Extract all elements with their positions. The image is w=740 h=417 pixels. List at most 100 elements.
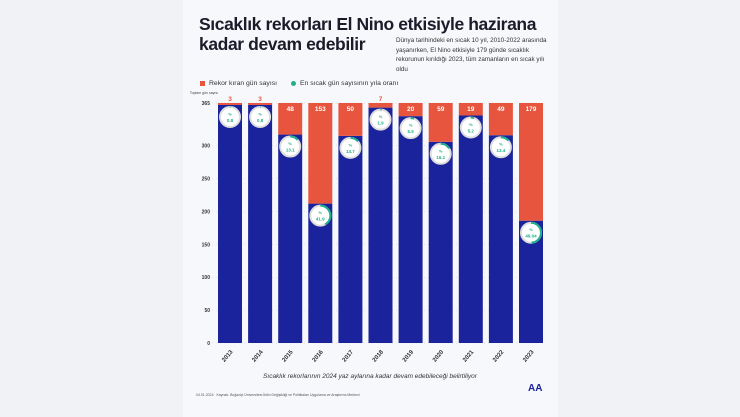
- ratio-label: 13.4: [497, 148, 506, 153]
- bar-normal-days: [248, 104, 273, 344]
- x-tick-label: 2018: [372, 349, 386, 364]
- bar-normal-days: [368, 107, 393, 343]
- record-days-label: 179: [526, 106, 537, 113]
- ratio-arc: [530, 221, 542, 244]
- legend-record-days: Rekor kıran gün sayısı: [209, 80, 277, 87]
- ratio-label: 13.7: [346, 149, 355, 154]
- ratio-label: 1.9: [377, 121, 384, 126]
- ratio-circle: [249, 105, 272, 128]
- percent-sign: %: [319, 210, 323, 215]
- record-days-label: 49: [497, 106, 505, 113]
- percent-sign: %: [258, 111, 262, 116]
- y-axis-label: Toplam gün sayısı: [190, 91, 218, 95]
- legend-ratio: En sıcak gün sayısının yıla oranı: [300, 80, 399, 87]
- y-tick-label: 150: [202, 242, 211, 248]
- percent-sign: %: [499, 142, 503, 147]
- record-days-label: 3: [228, 96, 232, 103]
- aa-logo: AA: [528, 383, 543, 394]
- x-tick-label: 2015: [282, 349, 296, 364]
- percent-sign: %: [439, 148, 443, 153]
- x-tick-label: 2014: [251, 349, 265, 364]
- ratio-circle: [459, 116, 482, 139]
- bar-normal-days: [338, 135, 363, 343]
- x-tick-label: 2013: [221, 349, 235, 364]
- ratio-arc: [470, 116, 475, 119]
- record-days-label: 7: [379, 96, 383, 103]
- percent-sign: %: [409, 123, 413, 128]
- y-tick-label: 300: [202, 144, 211, 150]
- ratio-label: 0.8: [257, 118, 264, 123]
- ratio-arc: [500, 136, 510, 142]
- record-days-label: 20: [407, 106, 415, 113]
- bar-record-days: [248, 103, 273, 105]
- ratio-label: 5.2: [468, 128, 475, 133]
- ratio-label: 13.1: [286, 148, 295, 153]
- chart-subtitle: Dünya tarihindeki en sıcak 10 yıl, 2010-…: [396, 37, 547, 73]
- legend-swatch-red: [200, 81, 205, 86]
- chart-title: Sıcaklık rekorları El Nino etkisiyle haz…: [199, 14, 537, 54]
- bar-record-days: [218, 103, 242, 105]
- ratio-label: 0.8: [227, 118, 234, 123]
- record-days-label: 3: [258, 96, 262, 103]
- x-tick-label: 2017: [342, 349, 356, 364]
- ratio-label: 5.5: [407, 129, 414, 134]
- y-tick-label: 200: [202, 209, 211, 215]
- ratio-arc: [290, 135, 299, 141]
- record-days-label: 153: [315, 106, 326, 113]
- ratio-arc: [320, 204, 332, 226]
- x-tick-label: 2022: [492, 349, 506, 364]
- ratio-label: 16.1: [436, 155, 445, 160]
- ratio-label: 41.9: [316, 217, 325, 222]
- bar-normal-days: [218, 104, 242, 344]
- x-tick-label: 2023: [522, 349, 536, 364]
- legend-swatch-green: [291, 81, 296, 86]
- y-tick-label: 50: [204, 308, 210, 314]
- record-days-label: 19: [467, 106, 475, 113]
- bar-normal-days: [488, 135, 513, 343]
- x-tick-label: 2016: [312, 349, 326, 364]
- bar-normal-days: [308, 203, 333, 343]
- x-tick-label: 2019: [402, 349, 416, 364]
- legend: Rekor kıran gün sayısı En sıcak gün sayı…: [200, 80, 398, 87]
- percent-sign: %: [288, 141, 292, 146]
- percent-sign: %: [228, 111, 232, 116]
- x-tick-label: 2020: [432, 349, 446, 364]
- bar-record-days: [458, 103, 483, 116]
- percent-sign: %: [469, 122, 473, 127]
- percent-sign: %: [379, 114, 383, 119]
- ratio-label: 49.04: [525, 234, 537, 239]
- percent-sign: %: [529, 227, 533, 232]
- x-tick-label: 2021: [462, 349, 476, 364]
- ratio-circle: [399, 117, 422, 140]
- bar-normal-days: [278, 134, 303, 343]
- record-days-label: 59: [437, 106, 445, 113]
- bar-record-days: [308, 103, 333, 204]
- bar-normal-days: [428, 141, 453, 343]
- ratio-arc: [350, 136, 359, 143]
- y-tick-label: 250: [202, 177, 211, 183]
- footer-date: 04.01.2024: [196, 393, 214, 397]
- record-days-label: 48: [287, 106, 295, 113]
- ratio-circle: [369, 108, 392, 131]
- bar-record-days: [278, 103, 303, 135]
- bar-record-days: [398, 103, 423, 117]
- record-days-label: 50: [347, 106, 355, 113]
- y-tick-label: 365: [202, 101, 211, 107]
- bar-normal-days: [458, 115, 483, 343]
- chart-note: Sıcaklık rekorlarının 2024 yaz aylarına …: [263, 373, 477, 380]
- ratio-arc: [410, 117, 415, 120]
- y-tick-label: 100: [202, 275, 211, 281]
- bar-record-days: [519, 103, 543, 221]
- ratio-circle: [219, 105, 241, 128]
- ratio-arc: [440, 142, 451, 150]
- bar-record-days: [368, 103, 393, 108]
- percent-sign: %: [349, 142, 353, 147]
- footer-source: Kaynak: Boğaziçi Üniversitesi İklim Deği…: [216, 393, 360, 397]
- bar-record-days: [338, 103, 363, 136]
- bar-record-days: [488, 103, 513, 136]
- bar-record-days: [428, 103, 453, 142]
- y-tick-label: 0: [207, 341, 210, 347]
- footer: 04.01.2024 Kaynak: Boğaziçi Üniversitesi…: [196, 393, 360, 397]
- bar-normal-days: [398, 116, 423, 343]
